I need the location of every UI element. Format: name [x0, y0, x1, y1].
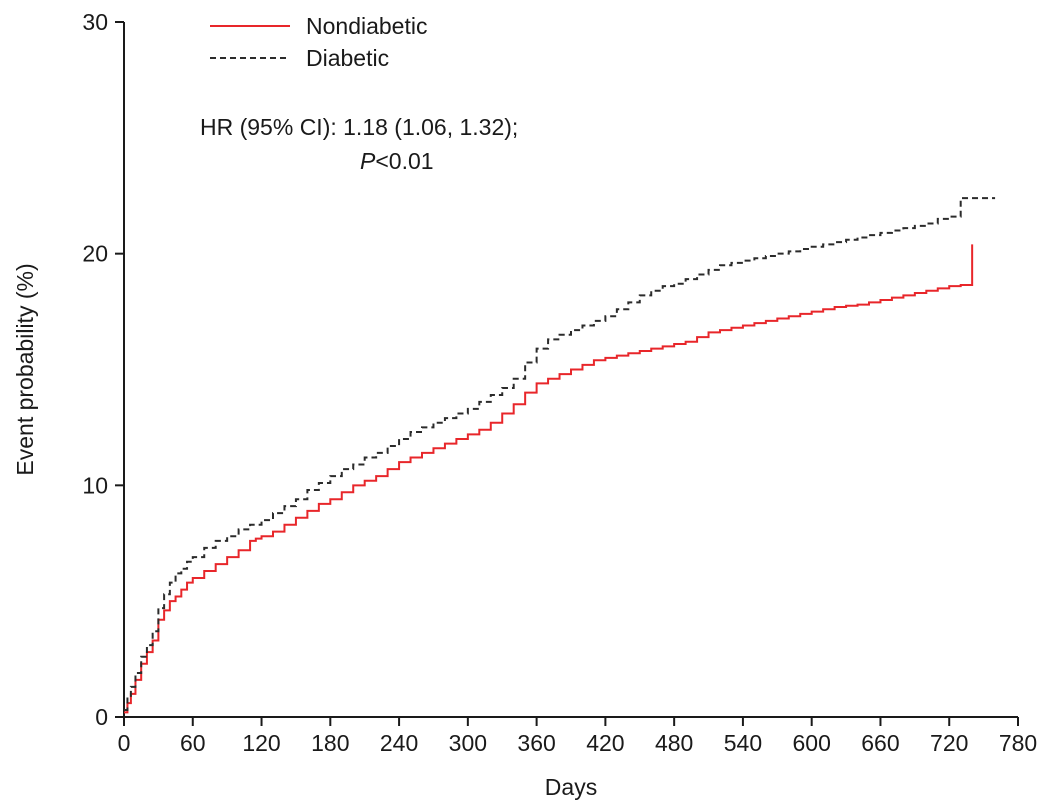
x-tick-label: 420 — [586, 730, 624, 756]
legend-label-diabetic: Diabetic — [306, 45, 389, 71]
hr-text: HR (95% CI): 1.18 (1.06, 1.32); — [200, 114, 518, 140]
legend-label-nondiabetic: Nondiabetic — [306, 13, 427, 39]
legend: Nondiabetic Diabetic — [210, 13, 427, 71]
x-tick-label: 660 — [861, 730, 899, 756]
p-value: <0.01 — [375, 148, 433, 174]
x-tick-label: 60 — [180, 730, 206, 756]
x-ticks: 0 60 120 180 240 300 360 420 480 540 600 660 720 780 — [118, 717, 1037, 756]
x-axis-title: Days — [545, 774, 597, 800]
y-tick-label: 30 — [82, 9, 108, 35]
axes: 0 10 20 30 0 60 120 180 240 300 360 420 480 540 600 66… — [82, 9, 1037, 756]
x-tick-label: 0 — [118, 730, 131, 756]
x-tick-label: 360 — [517, 730, 555, 756]
p-value-text: P<0.01 — [360, 148, 434, 174]
series-layer — [124, 197, 996, 714]
x-tick-label: 540 — [724, 730, 762, 756]
x-tick-label: 180 — [311, 730, 349, 756]
series-line-nondiabetic — [124, 244, 974, 714]
p-symbol: P — [360, 148, 376, 174]
y-axis-title: Event probability (%) — [12, 263, 38, 475]
y-tick-label: 20 — [82, 241, 108, 267]
series-line-diabetic — [124, 197, 996, 712]
x-tick-label: 480 — [655, 730, 693, 756]
y-ticks: 0 10 20 30 — [82, 9, 124, 730]
y-tick-label: 0 — [95, 704, 108, 730]
hr-annotation: HR (95% CI): 1.18 (1.06, 1.32); P<0.01 — [200, 114, 518, 174]
x-tick-label: 780 — [999, 730, 1037, 756]
x-tick-label: 120 — [242, 730, 280, 756]
y-tick-label: 10 — [82, 472, 108, 498]
x-tick-label: 720 — [930, 730, 968, 756]
x-tick-label: 300 — [449, 730, 487, 756]
x-tick-label: 600 — [793, 730, 831, 756]
x-tick-label: 240 — [380, 730, 418, 756]
